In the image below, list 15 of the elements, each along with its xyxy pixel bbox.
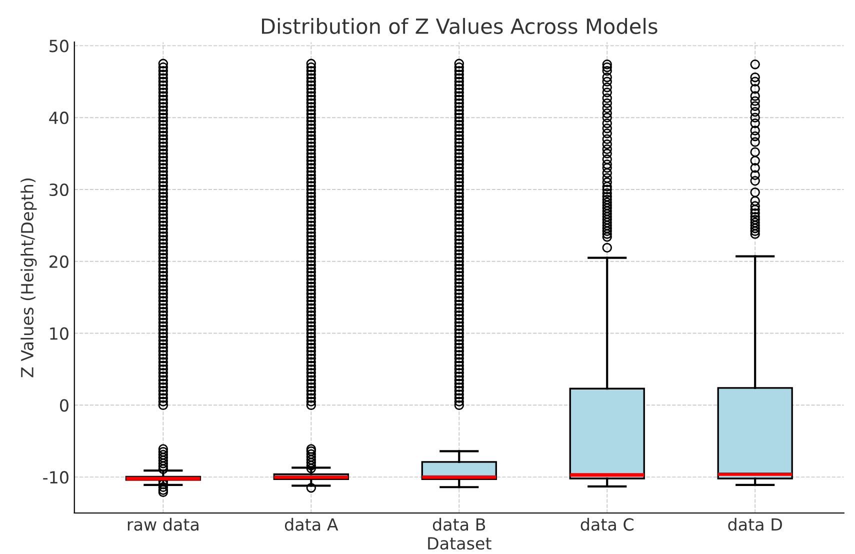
y-tick-label: 40 [49,112,68,124]
chart-title: Distribution of Z Values Across Models [262,18,658,34]
y-tick-label: 20 [50,255,68,268]
x-tick-label: data A [284,518,338,531]
y-tick-label: 30 [50,183,68,196]
x-tick-label: data C [580,518,634,531]
y-tick-label: 10 [50,327,68,340]
y-tick-label: 0 [60,399,68,412]
y-axis-title: Z Values (Height/Depth) [20,178,37,378]
x-tick-label: data D [728,518,782,531]
x-axis-title: Dataset [428,537,492,550]
y-tick-label: 50 [50,40,68,52]
x-tick-label: data B [432,518,486,531]
x-tick-label: raw data [128,518,198,531]
y-tick-label: -10 [43,471,68,484]
